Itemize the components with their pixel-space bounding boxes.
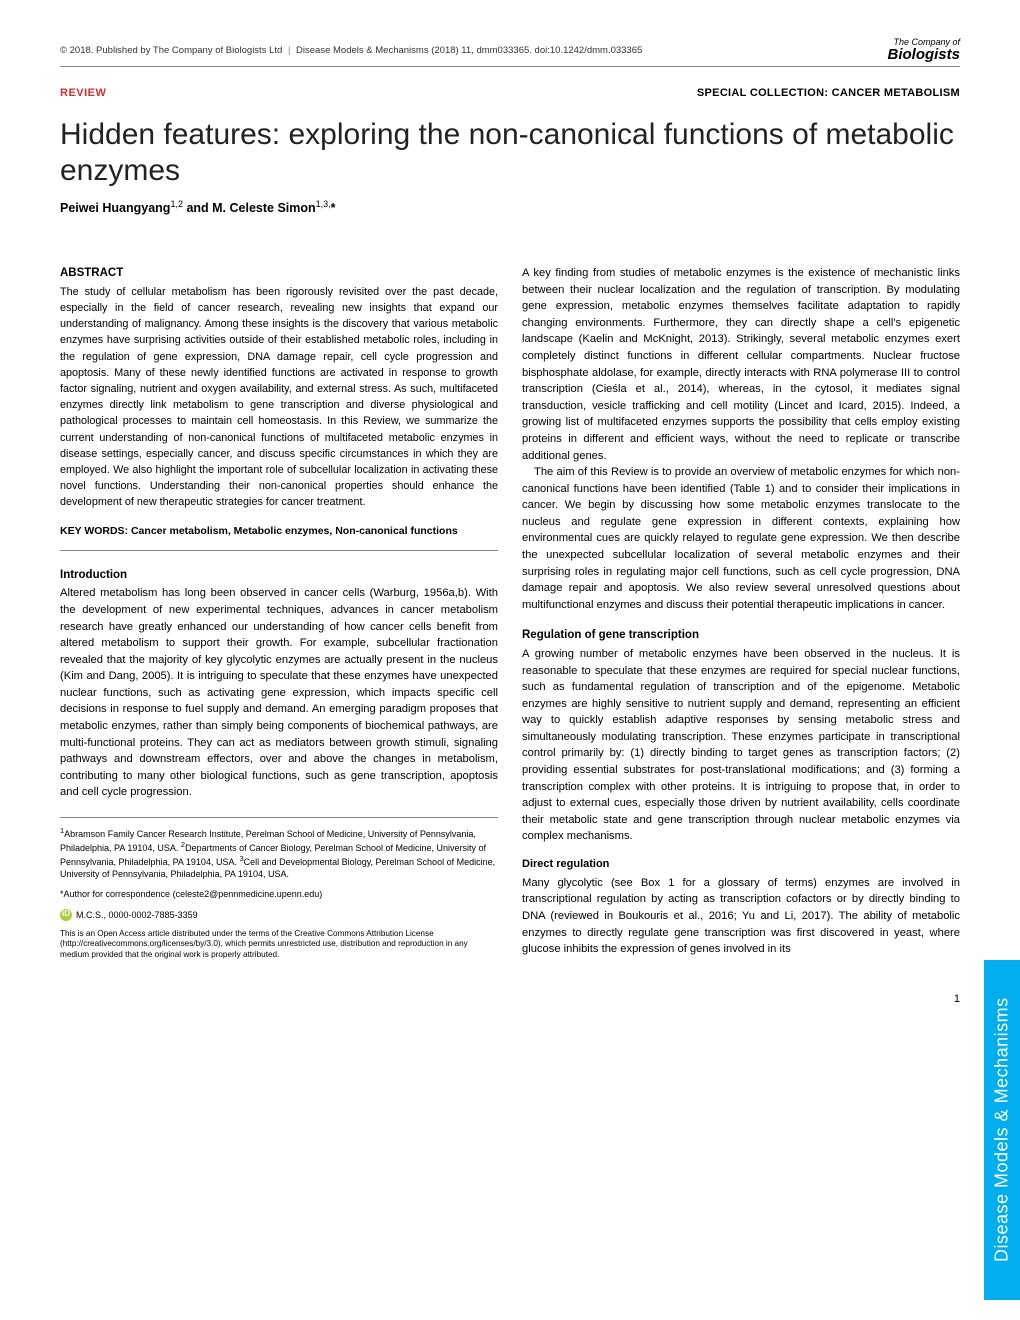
regulation-text: A growing number of metabolic enzymes ha…	[522, 646, 960, 845]
keywords-line: KEY WORDS: Cancer metabolism, Metabolic …	[60, 524, 498, 550]
intro-heading: Introduction	[60, 567, 498, 584]
copyright-text: © 2018. Published by The Company of Biol…	[60, 45, 282, 56]
direct-text: Many glycolytic (see Box 1 for a glossar…	[522, 875, 960, 958]
correspondence-line: *Author for correspondence (celeste2@pen…	[60, 888, 498, 900]
intro-body: Altered metabolism has long been observe…	[60, 585, 498, 801]
article-title: Hidden features: exploring the non-canon…	[60, 117, 960, 189]
logo-big-text: Biologists	[887, 47, 960, 62]
right-p2: The aim of this Review is to provide an …	[522, 464, 960, 613]
abstract-text: The study of cellular metabolism has bee…	[60, 284, 498, 511]
license-text: This is an Open Access article distribut…	[60, 929, 498, 961]
regulation-body: A growing number of metabolic enzymes ha…	[522, 646, 960, 845]
orcid-line: iD M.C.S., 0000-0002-7885-3359	[60, 909, 498, 921]
orcid-text: M.C.S., 0000-0002-7885-3359	[76, 909, 198, 921]
affiliations-block: 1Abramson Family Cancer Research Institu…	[60, 817, 498, 961]
direct-body: Many glycolytic (see Box 1 for a glossar…	[522, 875, 960, 958]
journal-side-tab: Disease Models & Mechanisms	[984, 960, 1020, 1300]
review-label: REVIEW	[60, 87, 106, 99]
right-p1: A key finding from studies of metabolic …	[522, 265, 960, 464]
right-body: A key finding from studies of metabolic …	[522, 265, 960, 613]
regulation-heading: Regulation of gene transcription	[522, 627, 960, 644]
collection-label: SPECIAL COLLECTION: CANCER METABOLISM	[697, 87, 960, 99]
orcid-icon: iD	[60, 909, 72, 921]
author-list: Peiwei Huangyang1,2 and M. Celeste Simon…	[60, 199, 960, 215]
header-bar: © 2018. Published by The Company of Biol…	[60, 38, 960, 67]
right-column: A key finding from studies of metabolic …	[522, 265, 960, 969]
two-column-body: ABSTRACT The study of cellular metabolis…	[60, 265, 960, 969]
left-column: ABSTRACT The study of cellular metabolis…	[60, 265, 498, 969]
direct-heading: Direct regulation	[522, 857, 960, 873]
separator: |	[288, 45, 290, 56]
article-type-bar: REVIEW SPECIAL COLLECTION: CANCER METABO…	[60, 87, 960, 99]
publisher-logo: The Company of Biologists	[887, 38, 960, 62]
intro-p1: Altered metabolism has long been observe…	[60, 585, 498, 801]
journal-ref: Disease Models & Mechanisms (2018) 11, d…	[296, 45, 642, 56]
page-number: 1	[60, 993, 960, 1005]
affiliations-text: 1Abramson Family Cancer Research Institu…	[60, 826, 498, 881]
abstract-heading: ABSTRACT	[60, 265, 498, 282]
citation-line: © 2018. Published by The Company of Biol…	[60, 45, 642, 56]
